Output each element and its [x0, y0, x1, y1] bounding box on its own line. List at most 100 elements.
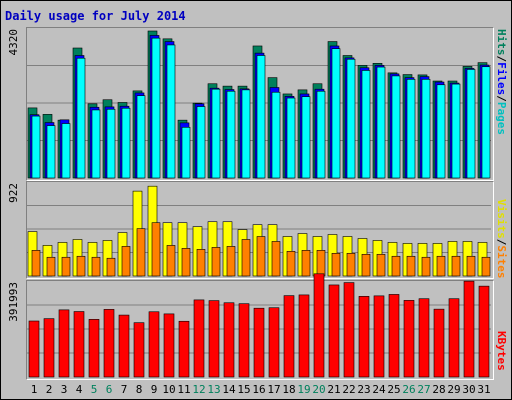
kbytes-bar	[358, 296, 370, 378]
pages-bar	[301, 96, 311, 179]
sites-bar	[406, 255, 416, 277]
pages-bar	[316, 90, 326, 179]
day-tick-label: 20	[312, 383, 325, 396]
kbytes-bar	[88, 319, 100, 378]
kbytes-bar	[253, 307, 265, 378]
pages-bar	[31, 115, 41, 179]
sites-bar	[316, 250, 326, 277]
pages-bar	[91, 109, 101, 179]
kbytes-bar	[73, 311, 85, 378]
sites-bar	[181, 248, 191, 277]
pages-bar	[346, 58, 356, 179]
sites-bar	[376, 253, 386, 277]
day-tick-label: 29	[447, 383, 460, 396]
day-tick-label: 5	[91, 383, 98, 396]
sites-bar	[136, 228, 146, 277]
day-tick-label: 7	[121, 383, 128, 396]
legend-sep: /	[495, 55, 508, 63]
sites-bar	[436, 255, 446, 277]
sites-bar	[121, 246, 131, 277]
kbytes-bar	[328, 284, 340, 378]
pages-bar	[241, 89, 251, 179]
pages-bar	[271, 91, 281, 179]
day-tick-label: 22	[342, 383, 355, 396]
legend-files: Files	[495, 62, 508, 96]
day-tick-label: 13	[207, 383, 220, 396]
sites-bar	[241, 239, 251, 277]
kbytes-bar	[193, 299, 205, 378]
kbytes-bar	[343, 282, 355, 378]
day-tick-label: 17	[267, 383, 280, 396]
kbytes-bar	[223, 302, 235, 378]
sites-bar	[196, 249, 206, 277]
legend-pages: Pages	[495, 101, 508, 135]
legend-sites: Sites	[495, 245, 508, 279]
sites-bar	[61, 256, 71, 277]
day-tick-label: 10	[162, 383, 175, 396]
kbytes-bar	[58, 309, 70, 378]
day-tick-label: 19	[297, 383, 310, 396]
sites-bar	[31, 250, 41, 277]
day-tick-label: 25	[387, 383, 400, 396]
chart-title: Daily usage for July 2014	[5, 9, 186, 23]
day-tick-label: 9	[151, 383, 158, 396]
sites-bar	[331, 252, 341, 277]
legend-visits: Visits	[495, 199, 508, 239]
hits-legend: Hits/Files/Pages	[495, 29, 508, 135]
pages-bar	[121, 107, 131, 179]
pages-bar	[436, 84, 446, 179]
sites-bar	[256, 236, 266, 277]
pages-bar	[76, 57, 86, 179]
pages-bar	[481, 66, 491, 179]
pages-bar	[361, 70, 371, 179]
pages-bar	[196, 106, 206, 179]
visits-legend: Visits/Sites	[495, 199, 508, 279]
day-tick-label: 14	[222, 383, 236, 396]
day-tick-label: 15	[237, 383, 250, 396]
day-tick-label: 28	[432, 383, 445, 396]
day-tick-label: 16	[252, 383, 265, 396]
sites-bar	[481, 256, 491, 277]
day-tick-label: 12	[192, 383, 205, 396]
day-tick-label: 23	[357, 383, 370, 396]
pages-bar	[331, 48, 341, 179]
day-tick-label: 3	[61, 383, 68, 396]
pages-bar	[406, 79, 416, 179]
day-tick-label: 21	[327, 383, 340, 396]
pages-bar	[106, 108, 116, 179]
day-tick-label: 6	[106, 383, 113, 396]
kbytes-bar	[373, 295, 385, 378]
kbytes-bar	[238, 303, 250, 378]
pages-bar	[211, 88, 221, 179]
kbytes-bar	[478, 285, 490, 378]
pages-bar	[61, 123, 71, 179]
legend-hits: Hits	[495, 29, 508, 56]
sites-bar	[106, 257, 116, 277]
sites-bar	[151, 222, 161, 277]
legend-sep: /	[495, 95, 508, 102]
kbytes-bar	[448, 298, 460, 378]
kbytes-bar	[298, 294, 310, 378]
pages-bar	[136, 95, 146, 179]
pages-bar	[466, 69, 476, 179]
pages-bar	[151, 37, 161, 179]
kbytes-bar	[208, 300, 220, 378]
day-tick-label: 24	[372, 383, 386, 396]
kbytes-bar	[43, 318, 55, 378]
kbytes-bar	[418, 298, 430, 378]
kbytes-legend: KBytes	[495, 331, 508, 371]
sites-bar	[166, 245, 176, 277]
kbytes-bar	[403, 300, 415, 378]
kbytes-bar	[28, 320, 40, 378]
pages-bar	[256, 55, 266, 179]
day-tick-label: 31	[477, 383, 490, 396]
pages-bar	[226, 90, 236, 179]
sites-bar	[421, 256, 431, 277]
day-tick-label: 18	[282, 383, 295, 396]
day-tick-label: 27	[417, 383, 430, 396]
kbytes-bar	[118, 314, 130, 378]
day-tick-label: 4	[76, 383, 83, 396]
kbytes-bar	[163, 313, 175, 378]
kbytes-bar	[283, 295, 295, 378]
